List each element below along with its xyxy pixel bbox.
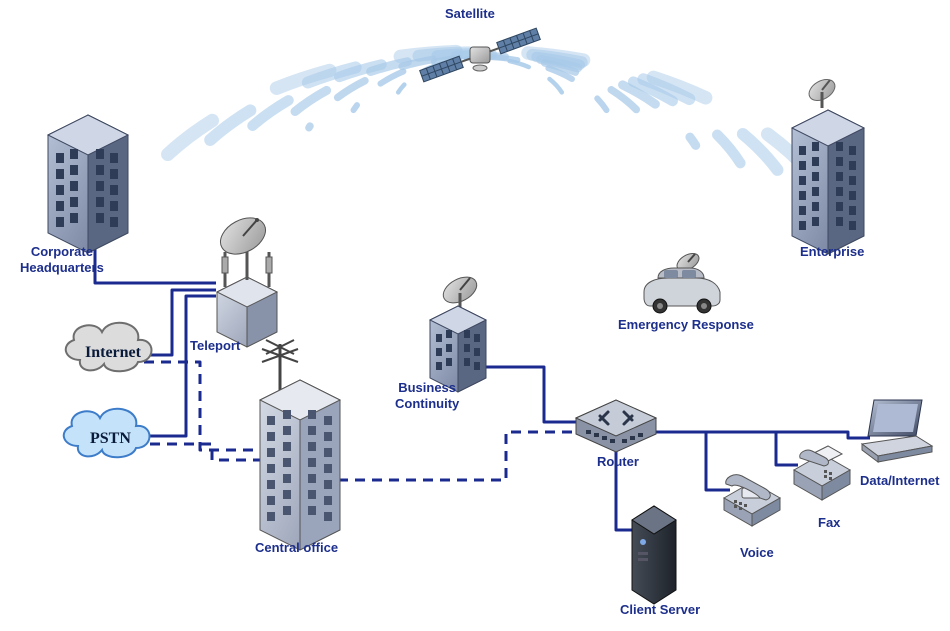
edge-biz_cont-router [480,367,580,422]
label-internet: Internet [85,344,141,362]
emergency-response-icon [644,250,720,313]
edge-router-data_internet [640,432,870,438]
label-biz-cont: Business Continuity [395,380,459,411]
enterprise-icon [792,75,864,254]
label-central-office: Central office [255,540,338,556]
label-client-server: Client Server [620,602,700,618]
edge-central_office-router [338,432,578,480]
edge-pstn-central_office [150,444,270,460]
voice-phone-icon [724,475,780,526]
teleport-icon [214,211,277,347]
fax-icon [794,446,850,500]
label-pstn: PSTN [90,430,131,448]
label-router: Router [597,454,639,470]
edge-router-fax [640,432,798,465]
label-emergency: Emergency Response [618,317,754,333]
label-fax: Fax [818,515,840,531]
router-icon [576,400,656,452]
label-voice: Voice [740,545,774,561]
label-satellite: Satellite [445,6,495,22]
central-office-icon [260,340,340,550]
corporate-hq-icon [48,115,128,253]
edge-router-voice [640,432,730,490]
label-enterprise: Enterprise [800,244,864,260]
label-corp-hq: Corporate Headquarters [20,244,104,275]
label-teleport: Teleport [190,338,240,354]
business-continuity-icon [430,272,486,392]
laptop-icon [862,400,932,462]
label-data-internet: Data/Internet [860,473,939,489]
signal-waves [130,51,829,198]
edge-router-client_server [616,438,640,530]
client-server-icon [632,506,676,604]
edge-pstn-teleport [145,296,216,436]
